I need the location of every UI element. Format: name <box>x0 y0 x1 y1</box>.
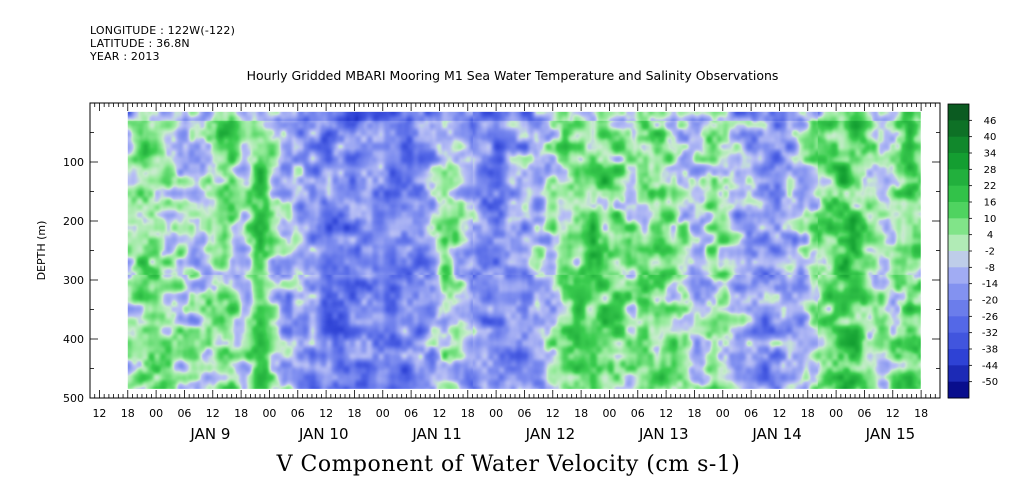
colorbar-swatch <box>948 104 969 121</box>
x-tick-label: 12 <box>432 407 446 420</box>
colorbar-label: -26 <box>982 312 998 323</box>
colorbar-label: -8 <box>985 263 995 274</box>
x-tick-label: 00 <box>376 407 390 420</box>
x-day-label: JAN 10 <box>298 425 349 443</box>
x-day-label: JAN 9 <box>189 425 230 443</box>
x-tick-label: 00 <box>489 407 503 420</box>
colorbar-label: 22 <box>984 181 997 192</box>
colorbar-swatch <box>948 381 969 399</box>
colorbar-label: -50 <box>982 377 998 388</box>
x-day-label: JAN 14 <box>751 425 802 443</box>
x-tick-label: 12 <box>886 407 900 420</box>
colorbar-swatch <box>948 202 969 219</box>
x-tick-label: 06 <box>744 407 758 420</box>
heatmap-field <box>127 111 921 389</box>
colorbar-swatch <box>948 136 969 154</box>
colorbar-swatch <box>948 218 969 236</box>
x-tick-label: 18 <box>234 407 248 420</box>
x-tick-label: 06 <box>517 407 531 420</box>
x-tick-label: 18 <box>461 407 475 420</box>
x-tick-label: 18 <box>687 407 701 420</box>
x-tick-label: 06 <box>177 407 191 420</box>
y-tick-label: 100 <box>63 156 84 169</box>
colorbar-label: -38 <box>982 345 998 356</box>
x-tick-label: 06 <box>404 407 418 420</box>
colorbar-swatch <box>948 185 969 203</box>
colorbar-label: 4 <box>987 230 993 241</box>
colorbar-swatch <box>948 365 969 383</box>
x-tick-label: 12 <box>546 407 560 420</box>
colorbar-swatch <box>948 349 969 366</box>
colorbar-label: -32 <box>982 328 998 339</box>
colorbar-label: -20 <box>982 296 998 307</box>
chart-title: Hourly Gridded MBARI Mooring M1 Sea Wate… <box>246 68 779 83</box>
colorbar-label: 16 <box>984 198 997 209</box>
colorbar-swatch <box>948 283 969 301</box>
x-tick-label: 12 <box>659 407 673 420</box>
x-tick-label: 12 <box>319 407 333 420</box>
y-tick-label: 400 <box>63 333 84 346</box>
colorbar-label: 40 <box>984 132 997 143</box>
x-tick-label: 12 <box>206 407 220 420</box>
x-tick-label: 06 <box>857 407 871 420</box>
x-day-label: JAN 12 <box>525 425 576 443</box>
colorbar-swatch <box>948 300 969 317</box>
colorbar-swatch <box>948 234 969 252</box>
x-tick-label: 00 <box>602 407 616 420</box>
y-tick-label: 300 <box>63 274 84 287</box>
y-axis-label: DEPTH (m) <box>35 221 48 281</box>
colorbar-swatch <box>948 267 969 285</box>
colorbar-label: -14 <box>982 279 998 290</box>
colorbar-swatch <box>948 153 969 170</box>
colorbar-swatch <box>948 316 969 334</box>
colorbar-label: 10 <box>984 214 997 225</box>
colorbar-label: 46 <box>984 116 997 127</box>
x-tick-label: 12 <box>772 407 786 420</box>
x-tick-label: 00 <box>829 407 843 420</box>
x-tick-label: 18 <box>914 407 928 420</box>
x-tick-label: 18 <box>347 407 361 420</box>
colorbar-swatch <box>948 120 969 138</box>
x-tick-label: 12 <box>92 407 106 420</box>
x-tick-label: 18 <box>121 407 135 420</box>
x-tick-label: 00 <box>262 407 276 420</box>
x-axis-title: V Component of Water Velocity (cm s-1) <box>276 452 741 477</box>
colorbar-swatch <box>948 332 969 350</box>
colorbar-label: 28 <box>984 165 997 176</box>
year-label: YEAR : 2013 <box>90 50 160 63</box>
colorbar-label: -2 <box>985 247 995 258</box>
x-tick-label: 06 <box>631 407 645 420</box>
colorbar-swatch <box>948 169 969 187</box>
x-tick-label: 00 <box>149 407 163 420</box>
x-tick-label: 06 <box>291 407 305 420</box>
x-day-label: JAN 15 <box>865 425 916 443</box>
y-tick-label: 200 <box>63 215 84 228</box>
x-day-label: JAN 13 <box>638 425 689 443</box>
colorbar-label: -44 <box>982 361 998 372</box>
x-tick-label: 00 <box>716 407 730 420</box>
latitude-label: LATITUDE : 36.8N <box>90 37 190 50</box>
colorbar-label: 34 <box>984 149 997 160</box>
colorbar-swatch <box>948 251 969 268</box>
longitude-label: LONGITUDE : 122W(-122) <box>90 24 236 37</box>
x-day-label: JAN 11 <box>411 425 462 443</box>
x-tick-label: 18 <box>574 407 588 420</box>
x-tick-label: 18 <box>801 407 815 420</box>
y-tick-label: 500 <box>63 392 84 405</box>
